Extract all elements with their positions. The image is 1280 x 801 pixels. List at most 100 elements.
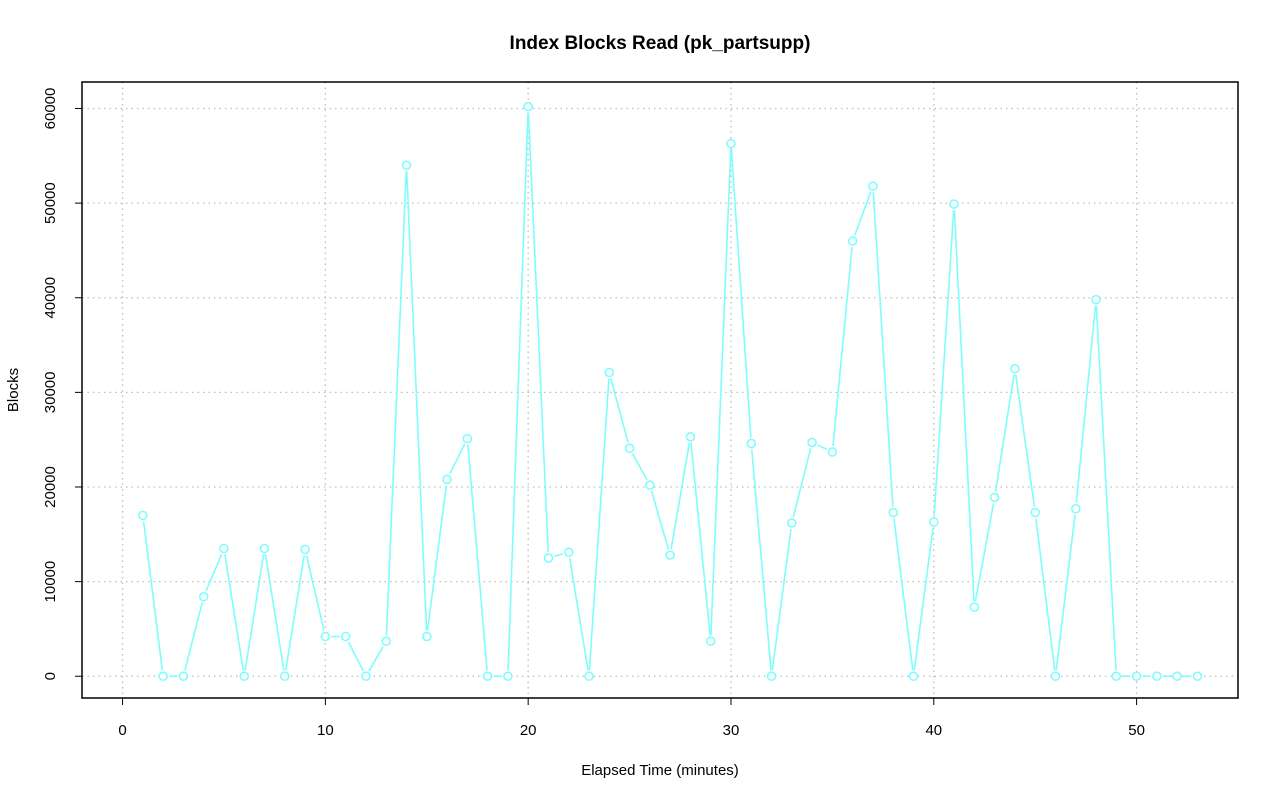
series-line-segment [710,149,732,636]
data-point [442,474,452,485]
data-point [503,671,513,682]
data-point [198,591,209,602]
series-line-segment [284,555,305,671]
x-axis-label: Elapsed Time (minutes) [581,762,739,779]
y-axis: 0 10000 20000 30000 40000 50000 60000 [42,88,82,680]
series-line-segment [184,602,203,671]
series-line-segment [933,210,955,517]
series-line-segment [853,191,872,236]
data-point [523,101,533,112]
data-point [928,517,939,527]
series-line-segment [507,112,529,671]
data-point [726,138,736,149]
series-line-segment [872,192,894,507]
data-point [1050,671,1061,682]
series-line-segment [385,171,408,636]
series-blocks [138,101,1203,682]
plot-frame [81,81,1239,699]
data-point [320,631,331,642]
grid [82,82,1238,698]
data-point [949,199,959,209]
series-line-segment [449,443,466,475]
data-point [1152,671,1162,682]
x-tick-label: 40 [925,722,942,739]
series-line-segment [730,149,752,438]
series-line-segment [650,490,670,550]
data-point [847,236,858,246]
data-point [1111,671,1122,682]
x-tick-label: 20 [520,722,537,739]
data-point [300,544,310,555]
data-point [624,443,635,453]
data-point [665,550,675,560]
data-point [584,671,594,682]
series-line-segment [953,210,975,602]
y-tick-label: 60000 [42,88,59,130]
data-point [1010,363,1020,374]
data-point [1192,671,1203,682]
series-line-segment [1075,305,1097,503]
series-line-segment [405,171,428,631]
data-point [787,518,797,528]
y-tick-label: 10000 [42,561,59,603]
data-point [888,507,899,518]
data-point [178,671,189,682]
data-point [543,553,554,563]
series-line-segment [554,553,564,558]
series-line-segment [893,518,914,671]
series-line-segment [792,448,812,518]
data-point [807,437,817,448]
series-line-segment [568,558,589,671]
series-line-segment [142,521,164,671]
data-point [604,367,615,378]
data-point [361,671,371,682]
series-line-segment [205,553,223,592]
series-line-segment [1055,514,1076,671]
y-tick-label: 50000 [42,182,59,224]
series-line-segment [670,442,691,550]
data-point [401,160,412,171]
series-line-segment [368,646,384,672]
y-tick-label: 30000 [42,372,59,414]
series-line-segment [610,378,629,443]
data-point [239,671,250,682]
data-point [280,671,290,682]
data-point [908,671,919,682]
series-line-segment [527,112,549,552]
data-point [766,671,777,682]
x-axis: 0 10 20 30 40 50 [118,698,1145,739]
data-point [1091,294,1101,305]
data-point [969,602,980,612]
data-point [645,480,655,490]
series-line-segment [1014,374,1036,507]
series-line-segment [750,449,772,671]
data-point [685,432,696,442]
data-point [868,181,878,191]
data-point [219,543,229,554]
chart-title: Index Blocks Read (pk_partsupp) [510,33,811,54]
series-line-segment [913,527,934,671]
data-point [1070,503,1081,514]
series-line-segment [771,528,792,671]
series-line-segment [631,453,648,481]
data-point [482,671,493,682]
data-point [1172,671,1182,682]
data-point [827,447,838,457]
data-point [1131,671,1142,682]
series-line-segment [467,444,488,671]
y-tick-label: 20000 [42,466,59,508]
data-point [989,492,1000,503]
y-tick-label: 40000 [42,277,59,319]
data-point [705,636,716,647]
x-tick-label: 30 [723,722,740,739]
series-line-segment [426,485,448,631]
series-line-segment [244,554,265,671]
series-line-segment [264,554,285,671]
y-tick-label: 0 [42,672,59,680]
series-line-segment [690,442,711,636]
series-line-segment [1095,305,1117,671]
data-point [1030,507,1040,518]
series-line-segment [588,378,610,671]
data-point [381,636,392,647]
